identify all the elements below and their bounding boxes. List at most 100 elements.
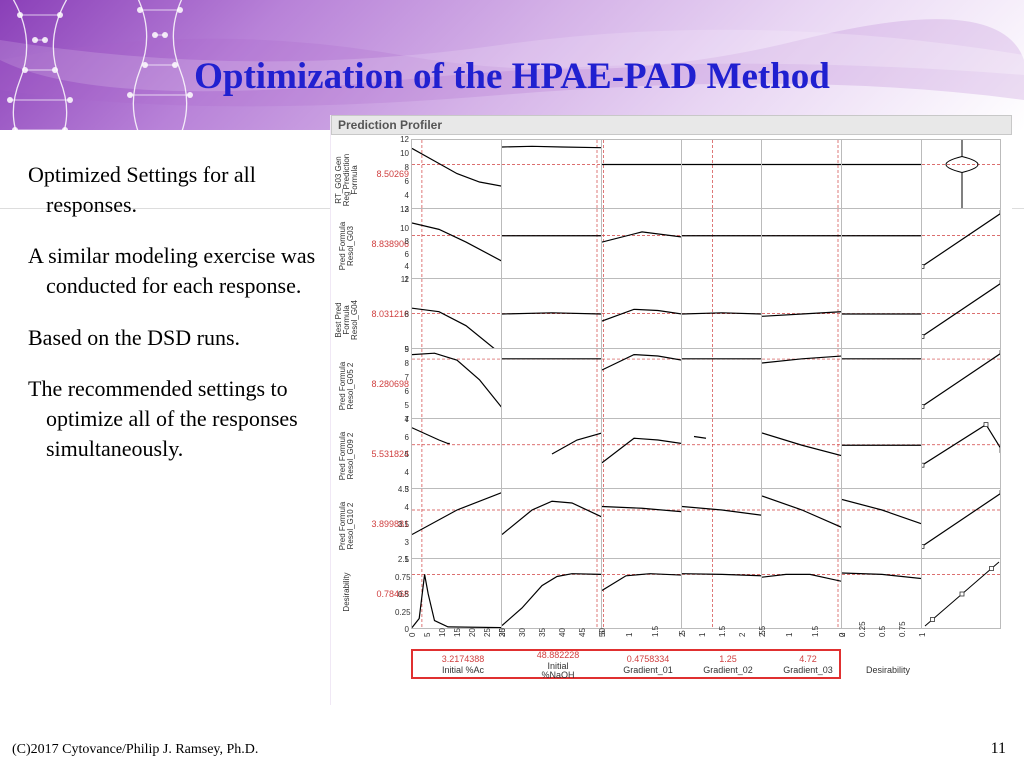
y-tick: 4.5 (395, 485, 409, 494)
profiler-title: Prediction Profiler (331, 115, 1012, 135)
profiler-cell (761, 419, 841, 489)
y-tick: 7 (395, 373, 409, 382)
factor-setting: 3.2174388 (433, 654, 493, 664)
profiler-cell (681, 209, 761, 279)
y-tick: 12 (395, 135, 409, 144)
x-ticks: 253035404550 (501, 631, 601, 649)
profiler-cell (681, 489, 761, 559)
profiler-cell (601, 489, 681, 559)
profiler-cell (601, 139, 681, 209)
paragraph: Optimized Settings for all responses. (28, 160, 318, 219)
profiler-cell (841, 489, 921, 559)
profiler-cell (411, 489, 501, 559)
row-label: Pred FormulaResol_G05 2 (339, 356, 355, 416)
y-tick: 4 (395, 503, 409, 512)
row-label: Pred FormulaResol_G10 2 (339, 496, 355, 556)
profiler-cell (681, 419, 761, 489)
y-tick: 10 (395, 224, 409, 233)
y-tick: 4 (395, 262, 409, 271)
paragraph: Based on the DSD runs. (28, 323, 318, 353)
y-tick: 10 (395, 149, 409, 158)
profiler-cell (411, 209, 501, 279)
profiler-cell (601, 559, 681, 629)
y-tick: 6 (395, 250, 409, 259)
profiler-cell (921, 139, 1001, 209)
profiler-cell (601, 419, 681, 489)
profiler-cell (601, 209, 681, 279)
factor-label: Gradient_01 (618, 666, 678, 675)
profiler-cell (921, 489, 1001, 559)
profiler-cell (761, 489, 841, 559)
x-ticks: .511.522.5 (681, 631, 761, 649)
profiler-cell (841, 279, 921, 349)
slide-number: 11 (991, 740, 1006, 758)
profiler-cell (761, 139, 841, 209)
y-tick: 0.5 (395, 590, 409, 599)
factor-label: Initial %Ac (433, 666, 493, 675)
profiler-cell (501, 559, 601, 629)
profiler-cell (841, 349, 921, 419)
profiler-cell (841, 559, 921, 629)
profiler-cell (841, 209, 921, 279)
profiler-cell (681, 349, 761, 419)
y-tick: 11 (395, 275, 409, 284)
profiler-cell (501, 489, 601, 559)
y-tick: 0 (395, 625, 409, 634)
factor-settings-box: 3.2174388Initial %Ac48.882228Initial%NaO… (411, 649, 841, 679)
slide-title: Optimization of the HPAE-PAD Method (0, 55, 1024, 98)
profiler-grid: RT_G03 GenReg PredictionFormula8.5026924… (331, 135, 1011, 675)
y-tick: 6 (395, 433, 409, 442)
factor-setting: 0.4758334 (618, 654, 678, 664)
profiler-cell (601, 279, 681, 349)
factor-label: Gradient_02 (698, 666, 758, 675)
factor-setting: 48.882228 (528, 650, 588, 660)
factor-setting: 1.25 (698, 654, 758, 664)
y-tick: 6 (395, 177, 409, 186)
profiler-cell (411, 349, 501, 419)
profiler-cell (841, 139, 921, 209)
paragraph: The recommended settings to optimize all… (28, 374, 318, 463)
x-ticks: .511.52 (761, 631, 841, 649)
y-tick: 8 (395, 310, 409, 319)
y-tick: 0.75 (395, 573, 409, 582)
footer-copyright: (C)2017 Cytovance/Philip J. Ramsey, Ph.D… (12, 742, 258, 758)
x-ticks: 00.250.50.751 (841, 631, 921, 649)
y-tick: 0.25 (395, 608, 409, 617)
y-tick: 9 (395, 345, 409, 354)
y-tick: 4 (395, 191, 409, 200)
y-tick: 13 (395, 205, 409, 214)
y-tick: 3.5 (395, 520, 409, 529)
profiler-cell (601, 349, 681, 419)
profiler-cell (501, 349, 601, 419)
profiler-cell (921, 209, 1001, 279)
profiler-cell (681, 139, 761, 209)
prediction-profiler: Prediction Profiler RT_G03 GenReg Predic… (330, 115, 1012, 705)
factor-label: Gradient_03 (778, 666, 838, 675)
y-tick: 5 (395, 450, 409, 459)
profiler-cell (761, 279, 841, 349)
y-tick: 3 (395, 538, 409, 547)
profiler-cell (921, 419, 1001, 489)
profiler-cell (681, 559, 761, 629)
profiler-cell (411, 279, 501, 349)
profiler-cell (501, 419, 601, 489)
y-tick: 8 (395, 237, 409, 246)
row-label: Pred FormulaResol_G03 (339, 216, 355, 276)
profiler-cell (841, 419, 921, 489)
y-tick: 8 (395, 359, 409, 368)
factor-label: Desirability (858, 666, 918, 675)
profiler-cell (501, 139, 601, 209)
y-tick: 5 (395, 401, 409, 410)
profiler-cell (411, 139, 501, 209)
profiler-cell (501, 279, 601, 349)
x-ticks: 051015202530 (411, 631, 501, 649)
paragraph: A similar modeling exercise was conducte… (28, 241, 318, 300)
y-tick: 6 (395, 387, 409, 396)
profiler-cell (921, 559, 1001, 629)
x-ticks: .511.52 (601, 631, 681, 649)
body-text: Optimized Settings for all responses. A … (28, 160, 318, 486)
profiler-cell (681, 279, 761, 349)
factor-setting: 4.72 (778, 654, 838, 664)
y-tick: 1 (395, 555, 409, 564)
y-tick: 4 (395, 468, 409, 477)
